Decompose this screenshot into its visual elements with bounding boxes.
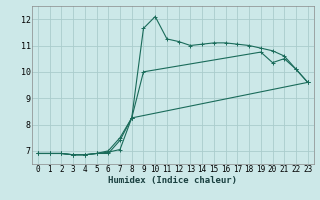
X-axis label: Humidex (Indice chaleur): Humidex (Indice chaleur) [108, 176, 237, 185]
